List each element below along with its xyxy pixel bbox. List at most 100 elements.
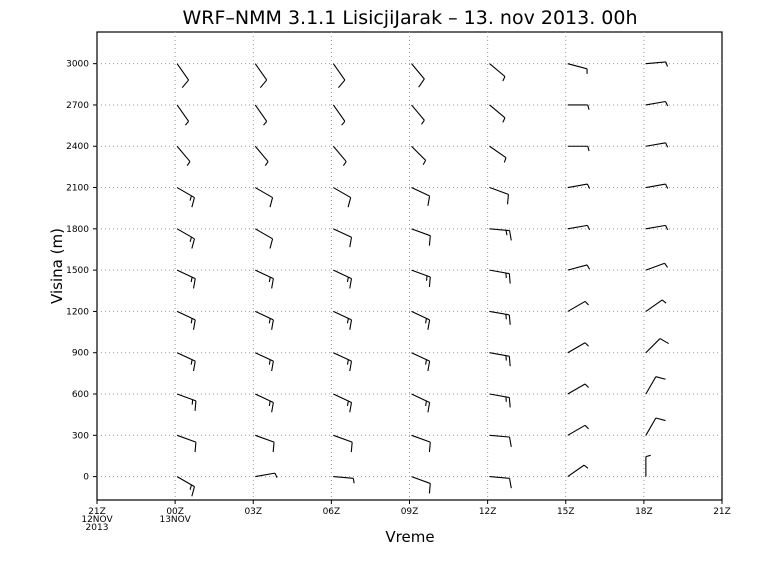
wind-barb xyxy=(567,464,589,478)
wind-barb xyxy=(645,224,669,231)
wind-barb xyxy=(567,63,588,74)
wind-barb xyxy=(411,228,431,246)
wind-barb xyxy=(176,145,191,166)
y-tick-label: 900 xyxy=(72,349,89,359)
wind-barb xyxy=(567,145,590,152)
wind-barb xyxy=(489,228,512,241)
wind-barb xyxy=(567,264,591,271)
wind-barb xyxy=(254,63,268,89)
wind-barb xyxy=(411,310,431,330)
y-tick-label: 1500 xyxy=(66,266,89,276)
wind-barb xyxy=(645,262,668,271)
wind-barb xyxy=(254,145,269,166)
wind-barb xyxy=(567,424,589,436)
x-tick-label: 21Z xyxy=(713,507,731,517)
wind-barb xyxy=(176,104,190,126)
wind-barb xyxy=(411,187,431,206)
wind-barb xyxy=(333,269,353,289)
wind-barb xyxy=(176,228,195,249)
y-tick-label: 2100 xyxy=(66,184,89,194)
wind-barb xyxy=(411,104,425,125)
wind-barb xyxy=(411,352,431,372)
wind-barb xyxy=(489,145,507,163)
wind-barb xyxy=(332,63,346,89)
wind-barb xyxy=(332,145,347,166)
wind-barb xyxy=(645,61,669,67)
wind-barb xyxy=(411,434,431,453)
wind-barb xyxy=(489,393,511,408)
wind-barb xyxy=(645,376,666,395)
wind-barb xyxy=(411,145,427,165)
wind-barb xyxy=(567,104,590,110)
x-tick-label: 06Z xyxy=(323,507,341,517)
y-tick-label: 2400 xyxy=(66,142,89,152)
x-tick-label: 09Z xyxy=(401,507,419,517)
wind-barb xyxy=(176,393,197,411)
wind-barb xyxy=(489,104,506,123)
x-tick-date: 12NOV xyxy=(81,515,113,525)
y-tick-label: 600 xyxy=(72,390,89,400)
wind-barb xyxy=(645,100,669,107)
wind-barb xyxy=(254,187,274,208)
wind-barb xyxy=(645,454,651,477)
plot-frame xyxy=(96,31,723,501)
y-tick-label: 2700 xyxy=(66,101,89,111)
wind-barb xyxy=(333,310,353,330)
x-axis-label: Vreme xyxy=(385,528,434,546)
wind-barb xyxy=(176,352,196,372)
y-tick-label: 3000 xyxy=(66,60,89,70)
wind-barb xyxy=(567,183,591,189)
x-tick-label: 21Z xyxy=(88,507,106,517)
wind-barb xyxy=(567,383,589,395)
wind-barb xyxy=(255,393,274,413)
wind-barb xyxy=(645,183,669,189)
y-tick-label: 0 xyxy=(83,473,89,483)
wind-barb xyxy=(176,269,196,289)
wind-barb xyxy=(333,187,352,208)
y-tick-label: 300 xyxy=(72,431,89,441)
y-tick-label: 1200 xyxy=(66,307,89,317)
wind-barb xyxy=(332,104,346,126)
wind-barb xyxy=(176,310,196,330)
wind-barb xyxy=(489,187,509,205)
wind-barb xyxy=(176,63,190,89)
wind-barb xyxy=(176,434,197,453)
wind-barb xyxy=(489,434,512,447)
wind-barb xyxy=(645,338,669,354)
x-tick-label: 15Z xyxy=(557,507,575,517)
wind-barb xyxy=(489,352,511,367)
wind-barb xyxy=(489,63,506,82)
wind-barb xyxy=(411,269,431,287)
wind-barb xyxy=(254,228,274,249)
wind-barb xyxy=(176,187,195,208)
wind-barb xyxy=(411,393,431,413)
chart-title: WRF–NMM 3.1.1 LisicjiJarak – 13. nov 201… xyxy=(182,7,637,29)
wind-barb xyxy=(333,228,353,248)
wind-barb xyxy=(333,352,353,372)
x-tick-date: 13NOV xyxy=(159,515,191,525)
x-tick-label: 18Z xyxy=(635,507,653,517)
x-tick-label: 00Z xyxy=(166,507,184,517)
wind-barb xyxy=(333,476,355,484)
x-tick-label: 12Z xyxy=(479,507,497,517)
wind-barb xyxy=(567,300,589,312)
wind-barb xyxy=(411,476,431,494)
wind-barb xyxy=(255,434,275,453)
wind-barb xyxy=(333,434,353,453)
x-tick-year: 2013 xyxy=(86,523,109,533)
wind-barb xyxy=(645,417,666,436)
wind-barb xyxy=(489,269,511,284)
wind-barb xyxy=(567,224,591,231)
wind-barb xyxy=(333,393,353,413)
x-tick-label: 03Z xyxy=(244,507,262,517)
wind-barb xyxy=(255,352,274,372)
wind-barb xyxy=(645,142,669,148)
wind-barb xyxy=(567,342,589,354)
wind-barb xyxy=(255,310,274,330)
wind-barb xyxy=(255,472,278,478)
wind-barb xyxy=(645,299,667,312)
wind-barb xyxy=(254,104,268,126)
wind-barb xyxy=(255,269,274,289)
y-axis-label: Visina (m) xyxy=(48,228,66,304)
